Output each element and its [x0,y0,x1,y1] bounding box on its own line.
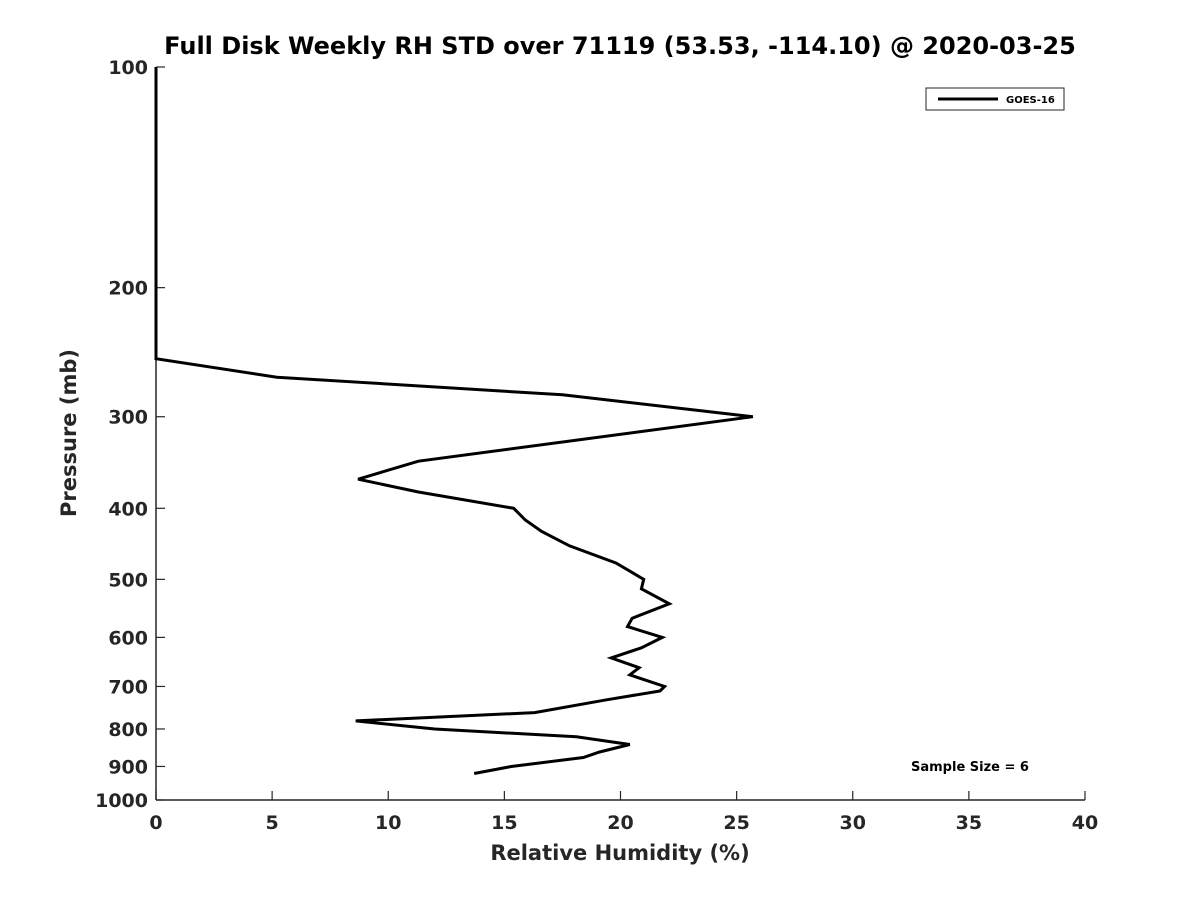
y-tick-label: 600 [108,627,148,649]
x-tick-label: 5 [266,812,279,834]
x-tick-label: 25 [723,812,749,834]
chart-title: Full Disk Weekly RH STD over 71119 (53.5… [164,32,1076,60]
x-tick-label: 20 [607,812,633,834]
y-tick-label: 1000 [95,790,148,812]
x-axis-label: Relative Humidity (%) [490,841,749,865]
x-tick-label: 0 [149,812,162,834]
x-tick-label: 40 [1072,812,1098,834]
y-tick-label: 800 [108,719,148,741]
x-tick-label: 30 [840,812,866,834]
series-line-goes-16 [154,67,754,775]
y-tick-label: 200 [108,278,148,300]
y-tick-label: 900 [108,756,148,778]
sample-size-annotation: Sample Size = 6 [911,760,1029,775]
y-tick-label: 500 [108,569,148,591]
legend: GOES-16 [925,87,1065,111]
y-tick-label: 700 [108,676,148,698]
y-tick-label: 300 [108,407,148,429]
y-tick-label: 100 [108,57,148,79]
axes: 0 5 10 15 20 25 30 35 40 100 200 300 400 500 600 700 800… [95,57,1098,834]
x-tick-label: 10 [375,812,401,834]
x-tick-label: 35 [956,812,982,834]
x-tick-label: 15 [491,812,517,834]
series-layer [154,67,754,775]
y-axis-label: Pressure (mb) [57,349,81,517]
y-tick-label: 400 [108,498,148,520]
legend-label-goes-16: GOES-16 [1006,95,1055,106]
